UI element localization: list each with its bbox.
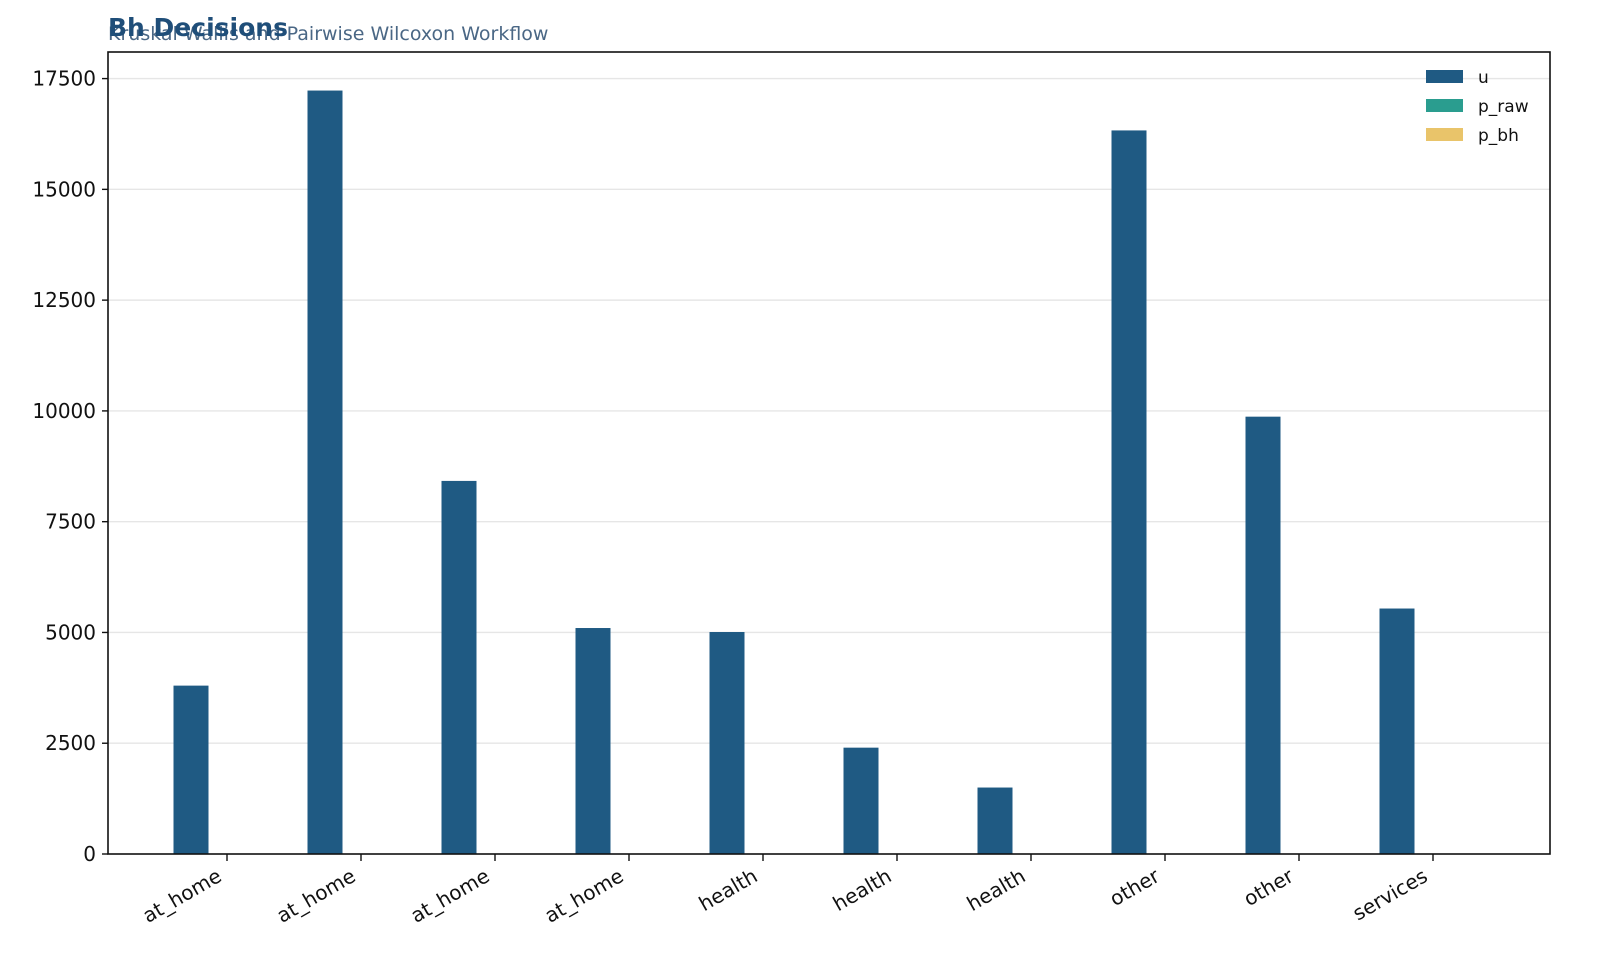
y-tick-label: 2500	[45, 731, 96, 755]
bar-u	[307, 90, 343, 854]
x-tick-label: at_home	[406, 864, 493, 928]
x-tick-label: services	[1348, 864, 1431, 926]
x-tick-label: health	[829, 864, 896, 916]
x-tick-label: other	[1105, 863, 1164, 911]
bar-u	[977, 787, 1013, 854]
bar-u	[575, 628, 611, 854]
legend-swatch-p_bh	[1426, 128, 1463, 141]
x-tick-label: at_home	[540, 864, 627, 928]
x-tick-label: health	[695, 864, 762, 916]
legend-label-p_bh: p_bh	[1478, 126, 1519, 146]
legend-swatch-u	[1426, 70, 1463, 83]
y-tick-label: 17500	[32, 67, 96, 91]
legend-swatch-p_raw	[1426, 99, 1463, 112]
bars	[173, 90, 1487, 855]
y-tick-label: 12500	[32, 288, 96, 312]
bar-u	[1379, 608, 1415, 854]
y-tick-label: 7500	[45, 510, 96, 534]
plot-frame	[107, 51, 1551, 855]
y-tick-label: 0	[83, 842, 96, 866]
x-tick-label: at_home	[138, 864, 225, 928]
x-axis: at_home at_home at_home at_home health health…	[138, 854, 1434, 928]
x-tick-label: at_home	[272, 864, 359, 928]
y-tick-label: 5000	[45, 620, 96, 644]
gridlines	[108, 77, 1550, 744]
legend-label-p_raw: p_raw	[1478, 97, 1529, 117]
bar-u	[1245, 416, 1281, 854]
y-tick-label: 15000	[32, 177, 96, 201]
x-tick-label: other	[1239, 863, 1298, 911]
legend: u p_raw p_bh	[1426, 68, 1529, 146]
bar-u	[441, 480, 477, 854]
y-axis: 0 2500 5000 7500 10000 12500 15000 17500	[32, 67, 108, 866]
legend-label-u: u	[1478, 68, 1489, 88]
bar-u	[173, 685, 209, 854]
chart-subtitle: Kruskal-Wallis and Pairwise Wilcoxon Wor…	[108, 23, 548, 45]
x-tick-label: health	[963, 864, 1030, 916]
y-tick-label: 10000	[32, 399, 96, 423]
bar-u	[843, 747, 879, 854]
chart-title: Bh Decisions	[108, 13, 288, 42]
bar-u	[1111, 130, 1147, 855]
bar-u	[709, 632, 745, 854]
